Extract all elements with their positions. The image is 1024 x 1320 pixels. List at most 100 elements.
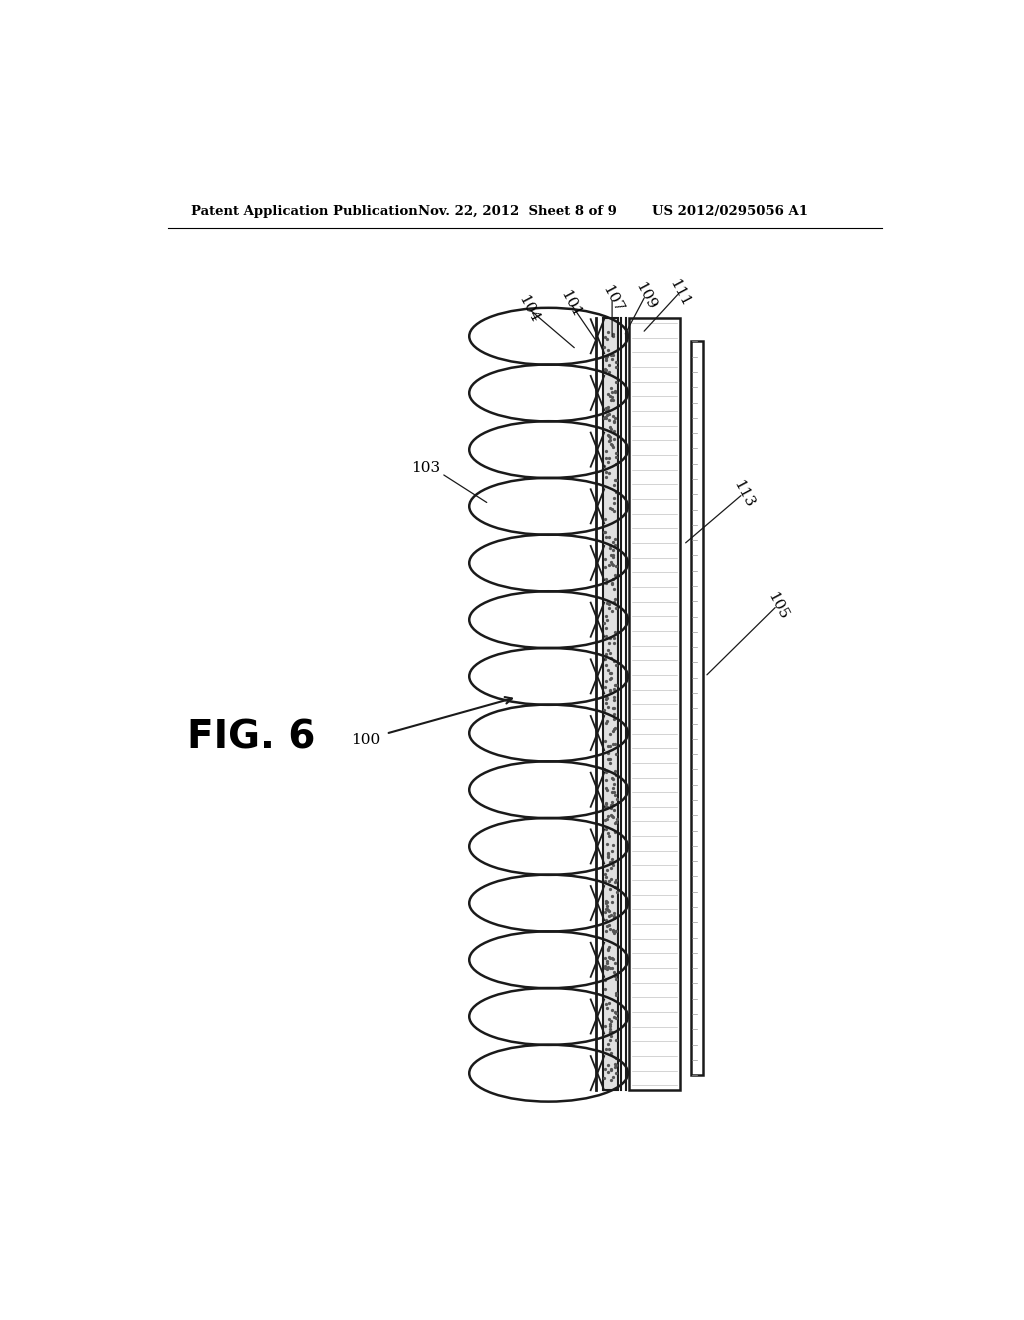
Point xyxy=(607,764,624,785)
Point xyxy=(607,1047,624,1068)
Point xyxy=(602,668,618,689)
Point xyxy=(605,920,622,941)
Point xyxy=(601,417,617,438)
Point xyxy=(599,735,615,756)
Point xyxy=(601,430,617,451)
Point xyxy=(606,1007,623,1028)
Point xyxy=(603,781,620,803)
Point xyxy=(608,442,625,463)
Point xyxy=(603,948,620,969)
Point xyxy=(598,350,614,371)
Point xyxy=(598,890,614,911)
Point xyxy=(608,1055,625,1076)
Point xyxy=(598,1039,614,1060)
Point xyxy=(606,962,623,983)
Point xyxy=(606,651,623,672)
Point xyxy=(603,345,620,366)
Point xyxy=(597,759,613,780)
Text: 104: 104 xyxy=(516,293,542,325)
Point xyxy=(600,1055,616,1076)
Point xyxy=(606,381,623,403)
Point xyxy=(597,648,613,669)
Point xyxy=(597,521,613,543)
Point xyxy=(597,626,613,647)
Point xyxy=(606,903,623,924)
Point xyxy=(599,346,615,367)
Point xyxy=(596,556,612,577)
Point xyxy=(597,327,613,348)
Point xyxy=(598,713,614,734)
Point xyxy=(607,876,624,898)
Point xyxy=(602,919,618,940)
Point xyxy=(597,360,613,381)
Point xyxy=(603,904,620,925)
Point xyxy=(607,784,624,805)
Point xyxy=(605,721,622,742)
Point xyxy=(608,882,625,903)
Point xyxy=(605,923,622,944)
Point xyxy=(601,409,617,430)
Point xyxy=(603,574,620,595)
Point xyxy=(602,627,618,648)
Point xyxy=(597,1059,613,1080)
Point xyxy=(600,447,616,469)
Point xyxy=(601,878,617,899)
Point xyxy=(606,578,623,599)
Point xyxy=(608,808,625,829)
Point xyxy=(598,441,614,462)
Point xyxy=(600,846,616,867)
Point xyxy=(599,843,615,865)
Point xyxy=(602,433,618,454)
Point xyxy=(600,846,616,867)
Point xyxy=(598,359,614,380)
Point xyxy=(598,686,614,708)
Point xyxy=(605,689,622,710)
Point xyxy=(607,1056,624,1077)
Point xyxy=(603,389,620,411)
Point xyxy=(600,940,616,961)
Point xyxy=(600,425,616,446)
Point xyxy=(599,997,615,1018)
Point xyxy=(608,372,625,393)
Point xyxy=(598,792,614,813)
Point xyxy=(597,462,613,483)
Point xyxy=(601,632,617,653)
Point xyxy=(604,323,621,345)
Point xyxy=(605,421,622,442)
Point xyxy=(607,920,624,941)
Point xyxy=(602,385,618,407)
Point xyxy=(596,1068,612,1089)
Point xyxy=(604,1067,621,1088)
Point xyxy=(601,748,617,770)
Point xyxy=(597,863,613,884)
Point xyxy=(606,487,623,508)
Point xyxy=(608,556,625,577)
Point xyxy=(602,1030,618,1051)
Point xyxy=(601,825,617,846)
Point xyxy=(600,1034,616,1055)
Point xyxy=(597,730,613,751)
Point xyxy=(604,348,621,370)
Point xyxy=(598,762,614,783)
Point xyxy=(598,710,614,731)
Point xyxy=(597,956,613,977)
Point xyxy=(603,849,620,870)
Point xyxy=(596,700,612,721)
Bar xyxy=(602,318,618,1090)
Point xyxy=(603,768,620,789)
Bar xyxy=(629,318,680,1090)
Point xyxy=(597,866,613,887)
Point xyxy=(602,426,618,447)
Point xyxy=(605,834,622,855)
Point xyxy=(601,429,617,450)
Point xyxy=(607,953,624,974)
Point xyxy=(604,792,621,813)
Point xyxy=(598,770,614,791)
Point xyxy=(600,899,616,920)
Point xyxy=(604,389,621,411)
Text: 101: 101 xyxy=(558,288,584,319)
Point xyxy=(602,748,618,770)
Point xyxy=(606,734,623,755)
Point xyxy=(606,965,623,986)
Point xyxy=(602,498,618,519)
